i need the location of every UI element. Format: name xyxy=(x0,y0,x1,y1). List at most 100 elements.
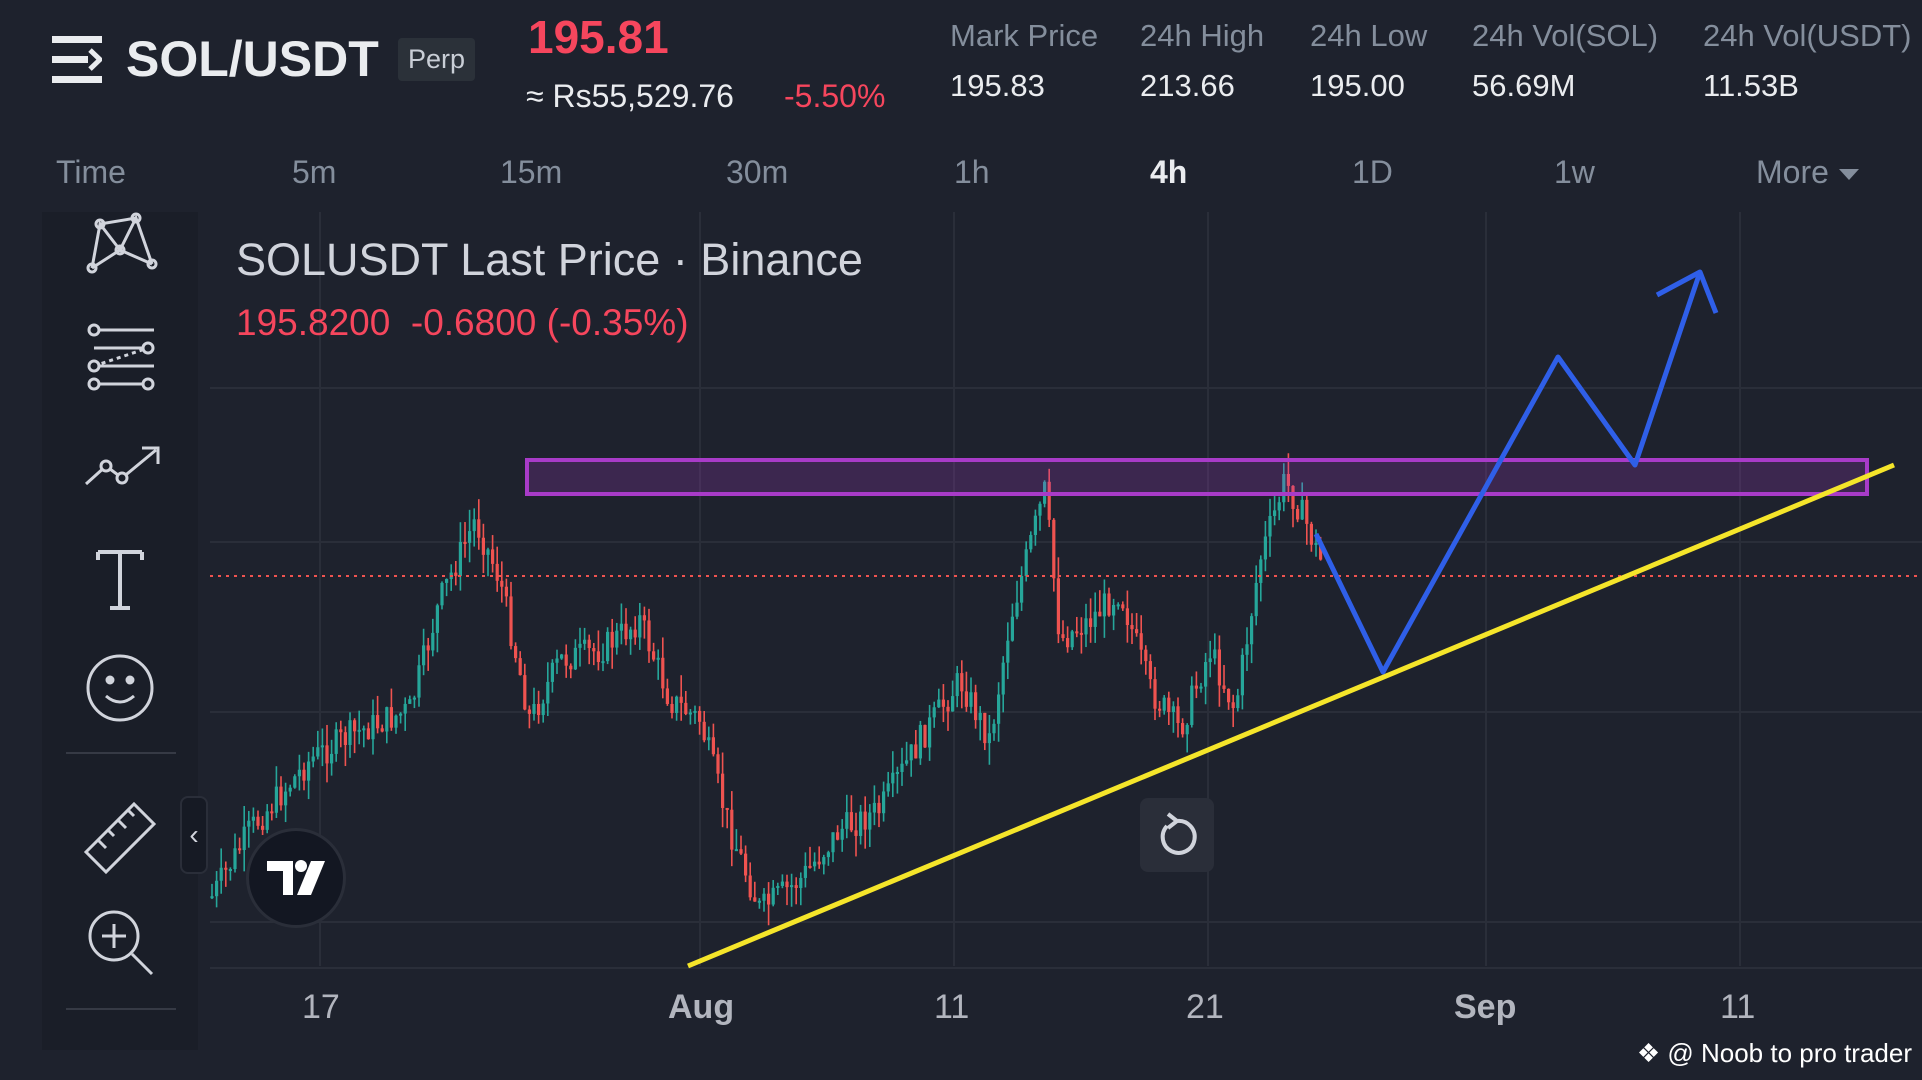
pattern-tool-icon[interactable] xyxy=(78,206,162,290)
candle-body xyxy=(362,728,366,731)
candle-body xyxy=(905,760,909,764)
candle-body xyxy=(794,885,798,889)
candle-body xyxy=(808,865,812,868)
candle-body xyxy=(366,728,370,740)
candle-body xyxy=(739,849,743,854)
chevron-left-icon: ‹ xyxy=(189,819,199,850)
timeframe-1w[interactable]: 1w xyxy=(1554,154,1595,190)
candle-body xyxy=(1319,543,1323,560)
candle-body xyxy=(707,737,711,741)
projection-path xyxy=(1313,271,1703,675)
candle-body xyxy=(891,772,895,784)
candle-body xyxy=(849,812,853,831)
candle-body xyxy=(1291,485,1295,509)
candle-body xyxy=(274,786,278,813)
candle-body xyxy=(261,825,265,830)
candle-body xyxy=(463,541,467,544)
candle-body xyxy=(1075,631,1079,634)
tradingview-logo[interactable] xyxy=(246,828,346,928)
candle-body xyxy=(923,724,927,748)
candle-body xyxy=(297,769,301,777)
candle-body xyxy=(583,639,587,644)
zoom-in-icon[interactable] xyxy=(78,900,162,984)
timeframe-1h[interactable]: 1h xyxy=(954,154,990,190)
stat-value: 195.83 xyxy=(950,68,1045,103)
text-tool-icon[interactable] xyxy=(78,536,162,620)
candle-body xyxy=(555,658,559,663)
reset-chart-button[interactable] xyxy=(1140,798,1214,872)
header: SOL/USDT Perp 195.81 ≈ Rs55,529.76 -5.50… xyxy=(0,0,1922,140)
candle-body xyxy=(688,712,692,715)
candle-body xyxy=(371,715,375,740)
stat-24h-low: 24h Low 195.00 xyxy=(1310,18,1427,104)
candle-body xyxy=(969,692,973,707)
ruler-icon[interactable] xyxy=(78,792,162,876)
projection-arrowhead xyxy=(1655,269,1719,314)
watermark: ❖ @ Noob to pro trader xyxy=(1637,1038,1912,1069)
candle-body xyxy=(1185,724,1189,735)
toolbar-divider xyxy=(66,1008,176,1010)
candle-body xyxy=(376,715,380,729)
candle-body xyxy=(799,877,803,889)
trend-line-icon[interactable] xyxy=(78,426,162,510)
price-chart[interactable] xyxy=(0,210,1922,1080)
timeframe-more[interactable]: More xyxy=(1756,154,1859,191)
ohlc-readout: 195.8200 -0.6800 (-0.35%) xyxy=(236,302,689,343)
candle-body xyxy=(836,832,840,840)
fib-retracement-icon[interactable] xyxy=(78,316,162,400)
candle-body xyxy=(1305,499,1309,524)
candle-body xyxy=(1033,515,1037,536)
candle-body xyxy=(854,830,858,836)
candle-body xyxy=(762,893,766,901)
stat-label: 24h Vol(USDT) xyxy=(1703,18,1912,53)
candle-body xyxy=(1158,708,1162,711)
candle-body xyxy=(578,643,582,648)
candle-body xyxy=(1024,549,1028,576)
emoji-icon[interactable] xyxy=(78,646,162,730)
candle-body xyxy=(1093,611,1097,627)
candle-body xyxy=(569,665,573,670)
candle-body xyxy=(458,541,462,577)
symbol-title[interactable]: SOL/USDT xyxy=(126,31,379,87)
candle-body xyxy=(1029,535,1033,550)
watermark-text: @ Noob to pro trader xyxy=(1667,1038,1912,1068)
candle-body xyxy=(596,651,600,663)
timeframe-15m[interactable]: 15m xyxy=(500,154,563,190)
x-axis-label: 21 xyxy=(1186,988,1224,1026)
candle-body xyxy=(440,582,444,606)
candle-body xyxy=(1001,662,1005,695)
candle-body xyxy=(702,721,706,741)
caret-down-icon xyxy=(1838,169,1859,181)
candle-body xyxy=(270,811,274,814)
candle-body xyxy=(840,828,844,840)
timeframe-30m[interactable]: 30m xyxy=(726,154,789,190)
candle-body xyxy=(357,729,361,732)
candle-body xyxy=(1245,644,1249,655)
timeframe-1d[interactable]: 1D xyxy=(1352,154,1393,190)
candle-body xyxy=(693,710,697,713)
candle-body xyxy=(445,579,449,583)
candle-body xyxy=(951,696,955,712)
refresh-icon xyxy=(1160,812,1197,855)
candle-body xyxy=(339,729,343,733)
candle-body xyxy=(785,881,789,888)
candle-body xyxy=(408,699,412,704)
candle-body xyxy=(748,875,752,898)
candle-body xyxy=(803,865,807,878)
candle-body xyxy=(1047,481,1051,520)
candle-body xyxy=(1263,536,1267,560)
menu-icon[interactable] xyxy=(52,36,104,84)
candle-body xyxy=(417,665,421,698)
chart-title: SOLUSDT Last Price · Binance xyxy=(236,234,863,285)
candle-body xyxy=(656,657,660,660)
candle-body xyxy=(412,697,416,700)
x-axis-label: 17 xyxy=(302,988,340,1026)
collapse-toolbar-button[interactable]: ‹ xyxy=(180,796,208,874)
candle-body xyxy=(647,620,651,652)
timeframe-4h[interactable]: 4h xyxy=(1150,154,1188,190)
timeframe-5m[interactable]: 5m xyxy=(292,154,337,190)
timeframe-time[interactable]: Time xyxy=(56,154,126,190)
candle-body xyxy=(900,763,904,772)
candle-body xyxy=(468,531,472,543)
candle-body xyxy=(716,754,720,774)
